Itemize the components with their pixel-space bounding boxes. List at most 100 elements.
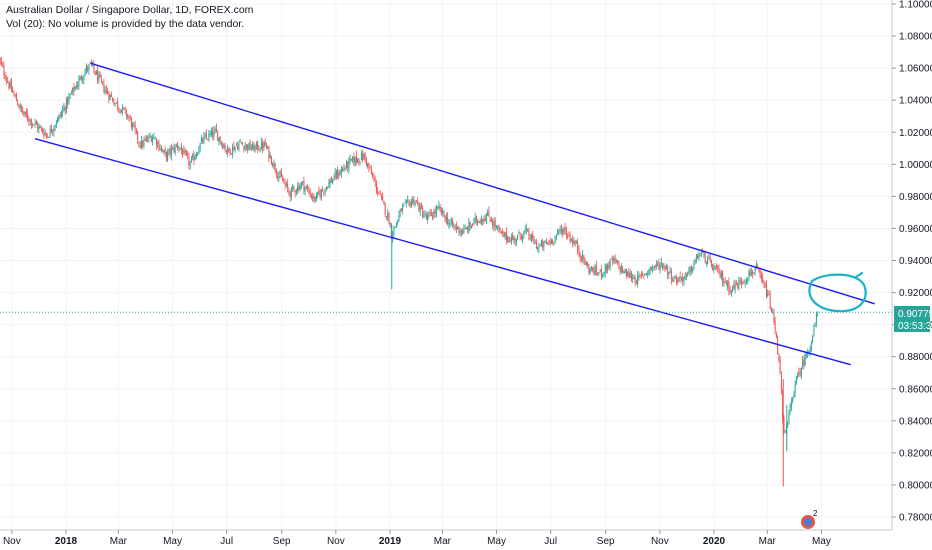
price-tag-value: 0.90775 xyxy=(898,309,932,320)
candle-up xyxy=(700,252,702,254)
candle-down xyxy=(0,57,1,62)
candle-down xyxy=(482,219,484,222)
candle-up xyxy=(70,92,72,95)
time-axis[interactable]: Nov 2018 Mar May Jul Sep Nov 2019 Mar May Jul Sep No… xyxy=(3,530,831,547)
candle-down xyxy=(188,156,190,166)
candle-down xyxy=(372,173,374,177)
candle-down xyxy=(529,237,531,240)
candle-up xyxy=(88,64,90,71)
candle-down xyxy=(617,260,619,263)
candle-down xyxy=(777,338,779,354)
candle-up xyxy=(457,226,459,230)
candle-up xyxy=(784,431,786,433)
freehand-drawing[interactable] xyxy=(808,271,867,313)
candle-up xyxy=(235,145,237,147)
candle-up xyxy=(809,348,811,353)
candle-down xyxy=(728,281,730,291)
candle-down xyxy=(103,83,105,92)
candle-up xyxy=(238,143,240,149)
candle-down xyxy=(184,150,186,152)
candle-up xyxy=(114,102,116,104)
candle-up xyxy=(713,267,715,270)
candle-up xyxy=(789,405,791,412)
candle-down xyxy=(94,70,96,75)
trend-channel[interactable] xyxy=(34,62,875,366)
candle-down xyxy=(335,171,337,178)
candle-up xyxy=(734,283,736,289)
candle-up xyxy=(644,273,646,276)
candle-up xyxy=(534,241,536,244)
candle-down xyxy=(559,229,561,231)
candle-up xyxy=(145,138,147,141)
candle-up xyxy=(49,128,51,137)
candle-up xyxy=(714,267,716,269)
candle-down xyxy=(462,230,464,234)
candle-down xyxy=(370,169,372,175)
candle-down xyxy=(718,266,720,272)
candle-down xyxy=(380,194,382,198)
channel-line-lower[interactable] xyxy=(34,137,851,366)
candle-up xyxy=(399,209,401,214)
candle-down xyxy=(677,280,679,283)
candle-up xyxy=(790,401,792,407)
candle-up xyxy=(183,149,185,155)
candle-down xyxy=(643,274,645,277)
candle-up xyxy=(727,280,729,287)
candle-up xyxy=(152,136,154,142)
event-icon[interactable]: 2 xyxy=(801,509,818,529)
candle-down xyxy=(365,158,367,165)
candle-down xyxy=(690,266,692,273)
price-axis[interactable]: 1.10000 1.08000 1.06000 1.04000 1.02000 1.000… xyxy=(892,0,932,524)
candle-down xyxy=(64,107,66,111)
volume-note: Vol (20): No volume is provided by the d… xyxy=(6,18,245,30)
candle-down xyxy=(475,216,477,223)
candle-up xyxy=(633,278,635,279)
candle-up xyxy=(367,163,369,167)
candle-up xyxy=(745,280,747,282)
candle-up xyxy=(250,148,252,150)
candle-up xyxy=(78,79,80,86)
candle-up xyxy=(223,145,225,148)
candle-up xyxy=(558,230,560,232)
candle-down xyxy=(662,263,664,269)
candle-down xyxy=(45,133,47,135)
candle-down xyxy=(118,108,120,110)
candle-up xyxy=(582,253,584,260)
candle-up xyxy=(723,282,725,285)
channel-line-upper[interactable] xyxy=(90,62,875,305)
candle-up xyxy=(428,213,430,216)
candle-up xyxy=(168,149,170,152)
candle-down xyxy=(108,93,110,100)
candle-up xyxy=(404,202,406,204)
candle-up xyxy=(77,84,79,87)
candle-down xyxy=(679,275,681,279)
candle-up xyxy=(149,136,151,138)
time-tick-label: May xyxy=(163,536,182,547)
candle-up xyxy=(459,231,461,234)
candle-up xyxy=(537,247,539,249)
candle-up xyxy=(660,262,662,264)
candle-up xyxy=(438,205,440,208)
price-tag-countdown: 03:53:35 xyxy=(898,321,932,332)
candle-up xyxy=(285,183,287,186)
target-zone-ellipse[interactable] xyxy=(808,271,867,313)
candle-down xyxy=(215,127,217,133)
candle-down xyxy=(307,186,309,190)
candle-down xyxy=(765,284,767,297)
candle-down xyxy=(282,177,284,182)
price-tick-label: 0.86000 xyxy=(899,384,932,395)
candle-up xyxy=(203,136,205,144)
candle-down xyxy=(128,117,130,119)
candle-up xyxy=(694,260,696,263)
candle-up xyxy=(653,266,655,268)
candle-down xyxy=(314,196,316,202)
candle-up xyxy=(732,286,734,292)
candle-down xyxy=(353,156,355,164)
candle-down xyxy=(217,132,219,141)
candle-down xyxy=(763,282,765,284)
candle-down xyxy=(158,141,160,150)
candle-up xyxy=(402,205,404,211)
candle-down xyxy=(134,124,136,130)
candle-down xyxy=(383,200,385,205)
